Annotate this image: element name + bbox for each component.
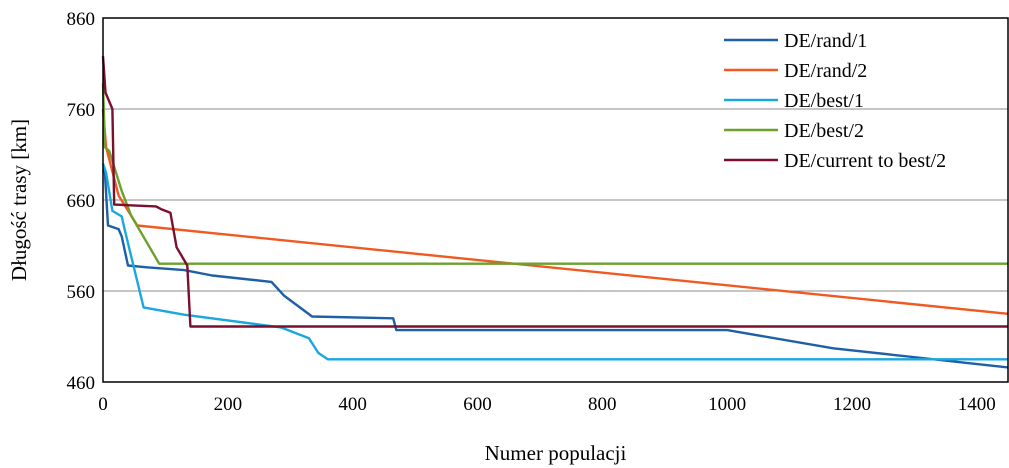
x-tick-label: 400 [338,394,367,415]
x-tick-label: 1000 [708,394,746,415]
legend-label: DE/rand/2 [784,60,867,82]
x-tick-label: 600 [463,394,492,415]
x-tick-label: 0 [98,394,108,415]
legend-item: DE/rand/1 [724,30,867,52]
axes [102,17,1009,383]
x-tick-label: 1200 [833,394,871,415]
legend-item: DE/best/2 [724,120,864,142]
legend-label: DE/best/1 [784,90,864,112]
x-tick-label: 200 [214,394,243,415]
series-line-1 [101,108,1009,315]
legend-label: DE/current to best/2 [784,150,946,172]
y-tick-label: 860 [67,9,96,30]
y-tick-labels: 460 560 660 760 860 [67,9,96,394]
series-line-2 [101,163,1008,361]
x-tick-label: 800 [588,394,617,415]
legend-label: DE/rand/1 [784,30,867,52]
legend-item: DE/current to best/2 [724,150,946,172]
legend-item: DE/rand/2 [724,60,867,82]
legend: DE/rand/1 DE/rand/2 DE/best/1 DE/best/2 DE/c… [724,30,946,172]
legend-item: DE/best/1 [724,90,864,112]
y-tick-label: 760 [67,100,96,121]
series-line-0 [102,169,1009,369]
series-line-4 [101,56,1008,328]
y-tick-label: 460 [67,373,96,394]
y-tick-label: 660 [67,191,96,212]
plot-area-border [102,17,1009,383]
y-tick-label: 560 [67,282,96,303]
x-axis-title: Numer populacji [485,441,627,465]
y-axis-title: Długość trasy [km] [7,119,31,281]
legend-label: DE/best/2 [784,120,864,142]
series-lines [101,56,1009,369]
gridlines [103,108,1008,292]
x-tick-label: 1400 [958,394,996,415]
series-line-3 [101,83,1008,265]
x-tick-labels: 0 200 400 600 800 1000 1200 1400 [98,394,996,415]
